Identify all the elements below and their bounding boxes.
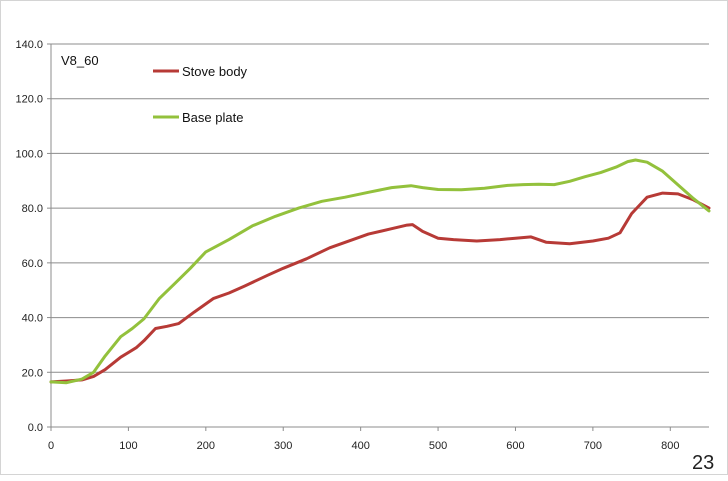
y-tick-label: 60.0 bbox=[22, 258, 43, 270]
legend-label: Base plate bbox=[182, 110, 243, 125]
gridlines bbox=[51, 43, 709, 373]
axes: 0.0 20.0 40.0 60.0 80.0 100.0 120.0 140.0 0 100 20… bbox=[15, 39, 709, 452]
legend: Stove body Base plate bbox=[153, 64, 248, 125]
x-tick-label: 300 bbox=[274, 440, 292, 452]
x-tick-label: 400 bbox=[351, 440, 369, 452]
x-tick-label: 700 bbox=[584, 440, 602, 452]
y-tick-label: 140.0 bbox=[15, 39, 43, 51]
x-tick-label: 500 bbox=[429, 440, 447, 452]
y-tick-label: 0.0 bbox=[28, 422, 43, 434]
page-number: 23 bbox=[692, 452, 714, 474]
chart-title: V8_60 bbox=[61, 53, 99, 68]
series-line-stove-body bbox=[49, 191, 711, 384]
series-line-base-plate bbox=[49, 158, 711, 385]
legend-label: Stove body bbox=[182, 64, 248, 79]
series-lines bbox=[49, 158, 711, 385]
x-tick-label: 600 bbox=[506, 440, 524, 452]
y-tick-label: 120.0 bbox=[15, 94, 43, 106]
x-tick-label: 100 bbox=[119, 440, 137, 452]
y-tick-label: 40.0 bbox=[22, 313, 43, 325]
x-tick-label: 200 bbox=[197, 440, 215, 452]
y-tick-label: 20.0 bbox=[22, 367, 43, 379]
x-tick-label: 0 bbox=[48, 440, 54, 452]
y-tick-label: 80.0 bbox=[22, 203, 43, 215]
x-tick-label: 800 bbox=[661, 440, 679, 452]
y-tick-label: 100.0 bbox=[15, 148, 43, 160]
